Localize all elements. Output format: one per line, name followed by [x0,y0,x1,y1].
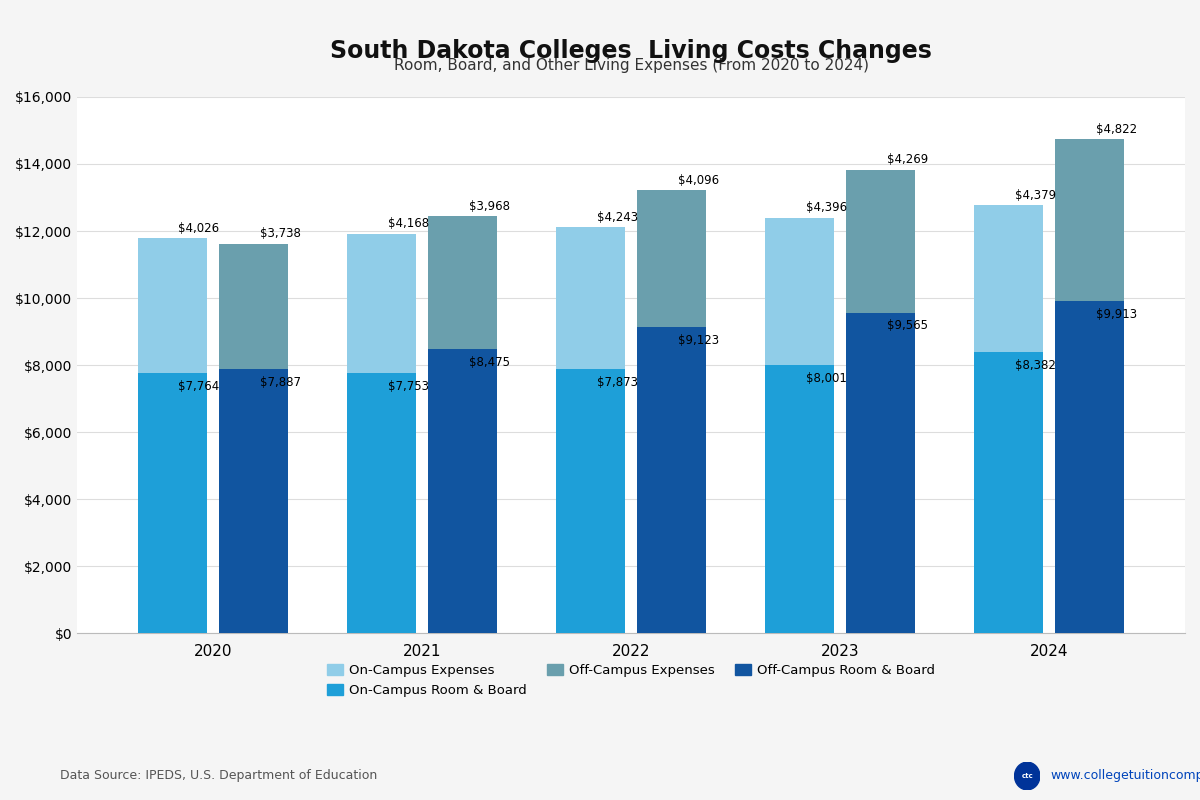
Text: $7,887: $7,887 [260,376,301,389]
Text: $4,026: $4,026 [179,222,220,234]
Bar [637,327,707,634]
Text: ctc: ctc [1021,773,1033,779]
Text: $3,738: $3,738 [260,227,301,240]
Bar [347,234,415,374]
Bar [764,365,834,634]
Text: $8,382: $8,382 [1015,359,1056,372]
Text: $4,243: $4,243 [596,210,637,224]
Legend: On-Campus Expenses, On-Campus Room & Board, Off-Campus Expenses, Off-Campus Room: On-Campus Expenses, On-Campus Room & Boa… [322,658,941,702]
Text: $4,396: $4,396 [805,202,847,214]
Text: $4,822: $4,822 [1096,123,1138,136]
Text: $9,565: $9,565 [887,319,928,332]
Bar [846,170,916,313]
Bar [138,238,206,373]
Text: $7,764: $7,764 [179,380,220,393]
Text: $8,001: $8,001 [805,372,846,385]
Bar [556,370,625,634]
Text: www.collegetuitioncompare.com: www.collegetuitioncompare.com [1050,770,1200,782]
Bar [220,243,288,369]
Text: Room, Board, and Other Living Expenses (From 2020 to 2024): Room, Board, and Other Living Expenses (… [394,58,869,73]
Bar [1055,139,1124,301]
Text: $9,913: $9,913 [1096,308,1138,321]
Bar [347,374,415,634]
Text: $4,168: $4,168 [388,218,428,230]
Text: $8,475: $8,475 [469,356,510,369]
Title: South Dakota Colleges  Living Costs Changes: South Dakota Colleges Living Costs Chang… [330,39,932,63]
Text: $7,753: $7,753 [388,380,428,393]
Text: $4,096: $4,096 [678,174,719,186]
Text: $4,379: $4,379 [1015,189,1056,202]
Bar [974,352,1043,634]
Bar [138,373,206,634]
Text: $9,123: $9,123 [678,334,719,347]
Bar [428,349,497,634]
Text: $3,968: $3,968 [469,200,510,213]
Bar [974,206,1043,352]
Text: $7,873: $7,873 [596,376,637,389]
Bar [1055,301,1124,634]
Bar [846,313,916,634]
Bar [428,216,497,349]
Bar [764,218,834,365]
Bar [556,227,625,370]
Text: Data Source: IPEDS, U.S. Department of Education: Data Source: IPEDS, U.S. Department of E… [60,770,377,782]
Text: $4,269: $4,269 [887,153,929,166]
Bar [220,369,288,634]
Bar [637,190,707,327]
Circle shape [1014,762,1040,790]
